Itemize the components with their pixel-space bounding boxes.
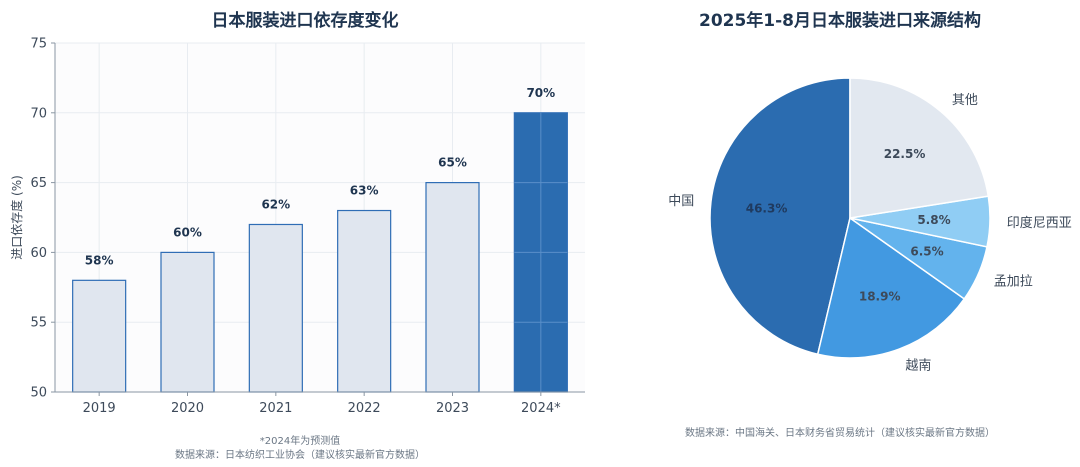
x-tick-label: 2024* bbox=[521, 401, 561, 416]
y-axis-label: 进口依存度 (%) bbox=[9, 175, 24, 260]
data-label: 70% bbox=[526, 86, 555, 100]
y-tick-label: 50 bbox=[30, 386, 47, 401]
pie-chart-panel: 2025年1-8月日本服装进口来源结构 46.3% 中国 18.9% 越南 6.5% 孟加… bbox=[600, 0, 1080, 467]
bar-chart-note-forecast: *2024年为预测值 bbox=[259, 436, 341, 447]
pie-slice bbox=[849, 77, 990, 219]
pie-chart-title: 2025年1-8月日本服装进口来源结构 bbox=[698, 11, 982, 31]
bar bbox=[160, 251, 215, 393]
pie-slice bbox=[709, 77, 851, 356]
data-label: 62% bbox=[261, 197, 290, 211]
pie-slice-label: 印度尼西亚 bbox=[1007, 215, 1072, 231]
y-tick-label: 70 bbox=[30, 106, 47, 121]
y-tick-label: 75 bbox=[30, 37, 47, 52]
pie-chart-note-source: 数据来源：中国海关、日本财务省贸易统计（建议核实最新官方数据） bbox=[685, 428, 995, 439]
pie-pct-label: 6.5% bbox=[910, 245, 943, 259]
data-label: 58% bbox=[85, 253, 114, 267]
bar bbox=[425, 182, 480, 393]
x-tick-label: 2021 bbox=[259, 401, 292, 416]
bar-chart-svg: 50 55 60 65 70 75 58% 2019 60% 2020 62% 2021 63% 2022… bbox=[9, 37, 585, 416]
y-tick-label: 65 bbox=[30, 176, 47, 191]
pie-slice-label: 越南 bbox=[905, 358, 931, 374]
pie-chart-svg: 46.3% 中国 18.9% 越南 6.5% 孟加拉 5.8% 印度尼西亚 22.5% 其他 bbox=[668, 77, 1072, 374]
x-tick-label: 2023 bbox=[436, 401, 469, 416]
bar-chart-panel: 日本服装进口依存度变化 50 55 60 65 70 75 58% 2019 60% 2020 62… bbox=[9, 11, 585, 461]
pie-slice-label: 其他 bbox=[952, 93, 978, 108]
pie-pct-label: 22.5% bbox=[884, 147, 926, 161]
bar-chart-title: 日本服装进口依存度变化 bbox=[211, 11, 399, 31]
bar bbox=[248, 223, 303, 393]
y-tick-label: 60 bbox=[30, 246, 47, 261]
x-tick-label: 2020 bbox=[171, 401, 204, 416]
x-tick-label: 2019 bbox=[83, 401, 116, 416]
pie-pct-label: 5.8% bbox=[917, 213, 950, 227]
bar-chart-note-source: 数据来源：日本纺织工业协会（建议核实最新官方数据） bbox=[175, 450, 425, 461]
data-label: 63% bbox=[350, 184, 379, 198]
bar bbox=[72, 279, 127, 393]
pie-slice-label: 孟加拉 bbox=[994, 275, 1033, 290]
bar bbox=[337, 209, 392, 393]
pie-pct-label: 18.9% bbox=[859, 290, 901, 304]
data-label: 60% bbox=[173, 225, 202, 239]
plot-area bbox=[55, 43, 585, 392]
pie-slice-label: 中国 bbox=[668, 194, 694, 209]
x-tick-label: 2022 bbox=[348, 401, 381, 416]
data-label: 65% bbox=[438, 156, 467, 170]
y-tick-label: 55 bbox=[30, 316, 47, 331]
pie-pct-label: 46.3% bbox=[746, 201, 788, 215]
pie-slice bbox=[816, 216, 966, 359]
